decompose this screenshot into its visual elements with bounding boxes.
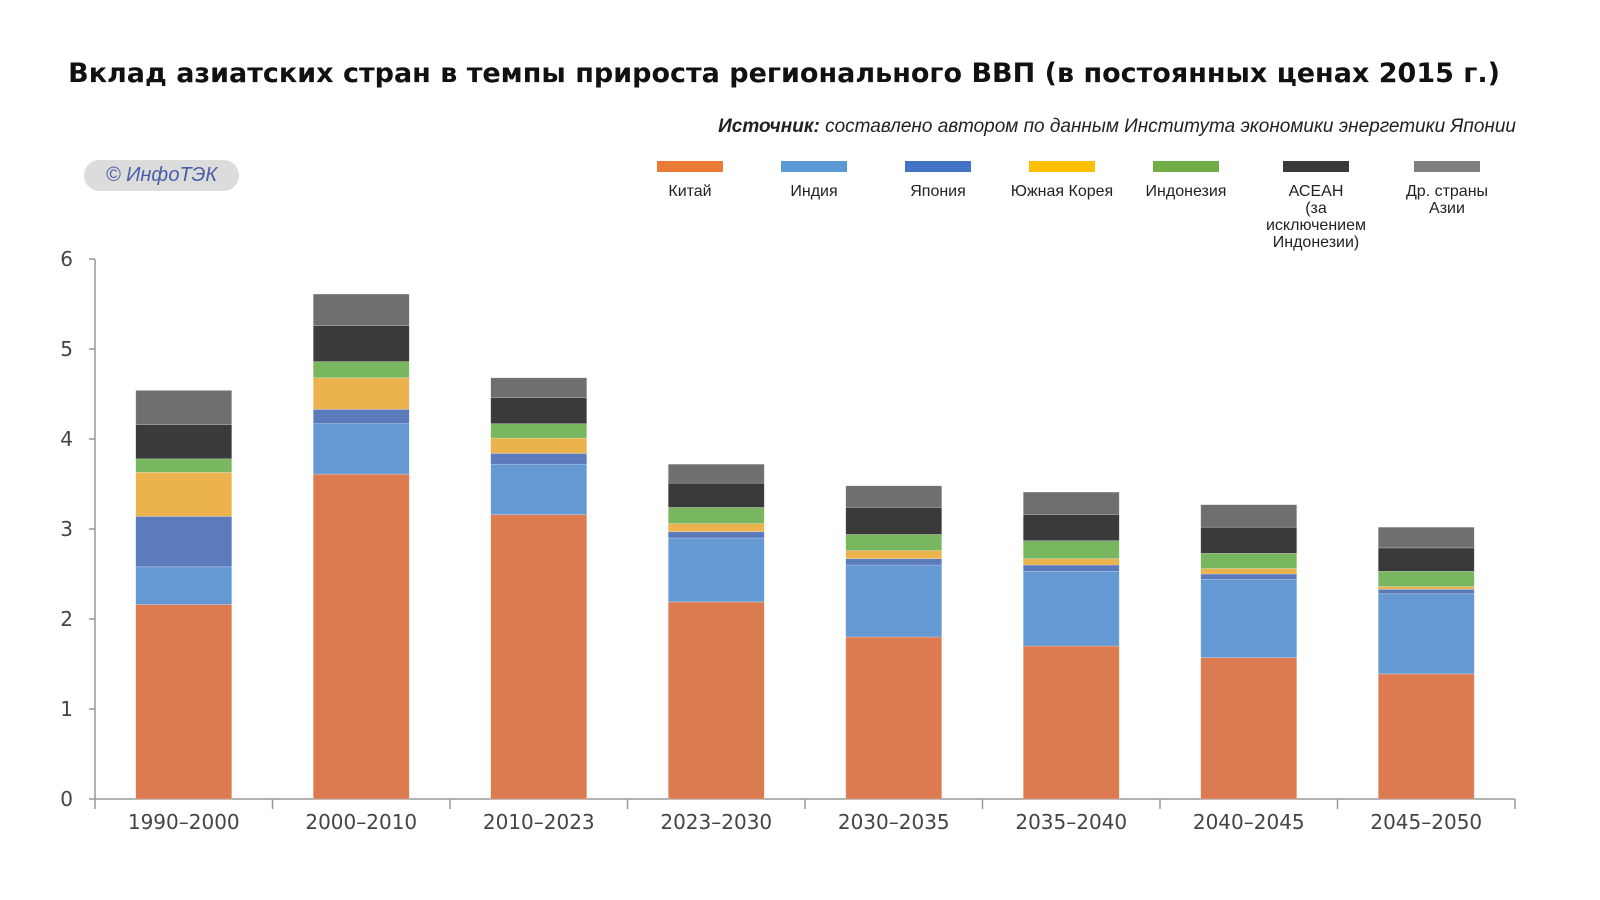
bar-segment — [845, 485, 943, 508]
legend-item: Китай — [630, 161, 750, 200]
bar-segment — [667, 463, 765, 484]
x-tick-label: 1990–2000 — [128, 810, 240, 834]
bar-segment — [312, 473, 410, 800]
bar-segment — [312, 361, 410, 379]
y-tick-label: 5 — [60, 337, 73, 361]
y-tick-label: 6 — [60, 247, 73, 271]
bar-segment — [845, 564, 943, 638]
bar-segment — [490, 377, 588, 398]
source-text: составлено автором по данным Института э… — [825, 116, 1516, 137]
y-tick-label: 2 — [60, 607, 73, 631]
bar-segment — [1377, 586, 1475, 590]
bar-segment — [1200, 579, 1298, 659]
legend-label: Др. страны Азии — [1405, 183, 1489, 217]
legend-item: Индия — [754, 161, 874, 200]
legend-item: Индонезия — [1126, 161, 1246, 200]
y-tick-label: 4 — [60, 427, 73, 451]
x-tick-label: 2010–2023 — [483, 810, 595, 834]
chart-source: Источник: составлено автором по данным И… — [718, 116, 1516, 138]
bar-segment — [1200, 573, 1298, 580]
bar-segment — [1200, 504, 1298, 528]
legend-label: АСЕАН (за исключением Индонезии) — [1265, 183, 1366, 251]
source-label: Источник: — [718, 116, 820, 137]
bar-segment — [490, 437, 588, 454]
bar-segment — [1022, 645, 1120, 800]
x-tick-label: 2000–2010 — [305, 810, 417, 834]
legend-swatch — [1153, 161, 1219, 172]
legend-swatch — [781, 161, 847, 172]
bar-segment — [135, 604, 233, 800]
bar-segment — [1200, 568, 1298, 575]
bar-segment — [490, 397, 588, 425]
legend-swatch — [1414, 161, 1480, 172]
legend-swatch — [905, 161, 971, 172]
bar-segment — [312, 293, 410, 326]
legend-item: Южная Корея — [1002, 161, 1122, 200]
bar-segment — [667, 601, 765, 800]
legend-swatch — [1029, 161, 1095, 172]
legend-label: Китай — [668, 183, 712, 200]
bar-segment — [1022, 570, 1120, 647]
bar-segment — [490, 463, 588, 515]
legend-swatch — [1283, 161, 1349, 172]
legend-label: Индонезия — [1145, 183, 1227, 200]
bar-segment — [1022, 540, 1120, 560]
x-tick-label: 2040–2045 — [1193, 810, 1305, 834]
legend-swatch — [657, 161, 723, 172]
legend-label: Южная Корея — [1010, 183, 1114, 200]
bar-segment — [135, 516, 233, 568]
bar-segment — [135, 390, 233, 425]
legend-item: АСЕАН (за исключением Индонезии) — [1256, 161, 1376, 251]
bar-segment — [1377, 588, 1475, 595]
bar-segment — [1022, 564, 1120, 572]
legend-item: Япония — [878, 161, 998, 200]
bar-segment — [667, 531, 765, 539]
bar-segment — [1022, 491, 1120, 515]
bar-segment — [845, 534, 943, 551]
bar-segment — [490, 453, 588, 465]
bar-segment — [667, 537, 765, 603]
bar-segment — [312, 377, 410, 410]
legend-item: Др. страны Азии — [1387, 161, 1507, 217]
y-tick-label: 3 — [60, 517, 73, 541]
bar-segment — [490, 423, 588, 439]
bar-segment — [845, 636, 943, 800]
bar-segment — [1200, 657, 1298, 800]
bar-segment — [1377, 547, 1475, 572]
bar-segment — [1377, 673, 1475, 800]
bar-segment — [1022, 514, 1120, 541]
bar-segment — [135, 458, 233, 473]
bar-segment — [135, 566, 233, 605]
y-tick-label: 1 — [60, 697, 73, 721]
y-tick-label: 0 — [60, 787, 73, 811]
bar-segment — [1200, 552, 1298, 569]
chart-title: Вклад азиатских стран в темпы прироста р… — [68, 58, 1500, 89]
bar-segment — [312, 408, 410, 424]
bar-segment — [312, 423, 410, 475]
bar-segment — [312, 325, 410, 362]
x-tick-label: 2030–2035 — [838, 810, 950, 834]
bar-segment — [667, 523, 765, 532]
bar-segment — [135, 471, 233, 517]
x-tick-label: 2023–2030 — [660, 810, 772, 834]
bar-segment — [1200, 526, 1298, 554]
bar-segment — [135, 424, 233, 460]
x-tick-label: 2035–2040 — [1015, 810, 1127, 834]
bar-segment — [845, 558, 943, 566]
bar-segment — [845, 550, 943, 559]
bar-segment — [1022, 558, 1120, 566]
bar-segment — [490, 514, 588, 800]
bar-segment — [667, 482, 765, 508]
logo: © ИнфоТЭК — [84, 160, 239, 191]
bar-segment — [1377, 526, 1475, 549]
bar-segment — [1377, 570, 1475, 587]
bar-segment — [1377, 593, 1475, 675]
bar-segment — [845, 507, 943, 535]
x-tick-label: 2045–2050 — [1370, 810, 1482, 834]
bar-segment — [667, 507, 765, 524]
legend-label: Индия — [790, 183, 838, 200]
legend-label: Япония — [910, 183, 966, 200]
